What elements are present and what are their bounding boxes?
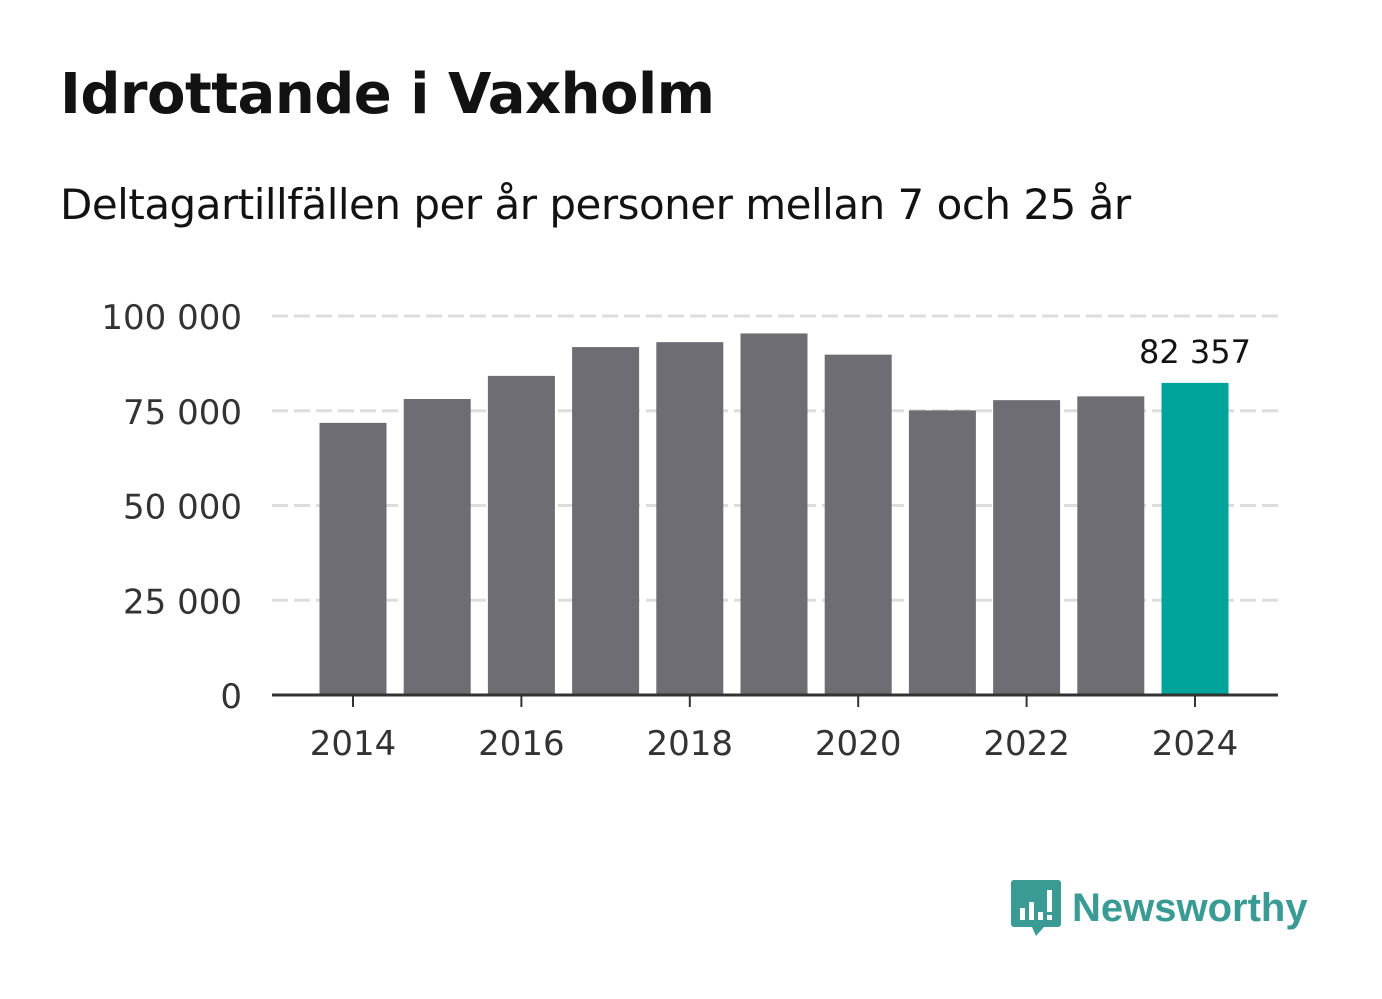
newsworthy-logo-icon bbox=[1011, 880, 1061, 936]
x-tick-label: 2018 bbox=[647, 724, 734, 764]
bar-2021 bbox=[908, 410, 976, 695]
bar-2019 bbox=[740, 333, 808, 695]
brand-name: Newsworthy bbox=[1072, 885, 1308, 930]
x-tick-label: 2020 bbox=[815, 724, 902, 764]
bar-2017 bbox=[572, 347, 640, 695]
x-tick-label: 2014 bbox=[310, 724, 397, 764]
chart-subtitle: Deltagartillfällen per år personer mella… bbox=[60, 180, 1131, 229]
bar-2023 bbox=[1077, 396, 1145, 695]
y-tick-label: 100 000 bbox=[101, 298, 242, 338]
y-tick-label: 50 000 bbox=[123, 488, 242, 528]
bar-2024 bbox=[1161, 382, 1229, 695]
x-tick-label: 2022 bbox=[983, 724, 1070, 764]
bar-2014 bbox=[319, 422, 387, 695]
brand-logo: Newsworthy bbox=[1010, 878, 1308, 938]
x-tick-label: 2024 bbox=[1152, 724, 1239, 764]
bar-2018 bbox=[656, 342, 724, 695]
bar-2015 bbox=[403, 399, 471, 695]
bar-2016 bbox=[487, 375, 555, 695]
bar-2020 bbox=[824, 354, 892, 695]
y-tick-label: 75 000 bbox=[123, 393, 242, 433]
y-tick-label: 25 000 bbox=[123, 582, 242, 622]
y-tick-label: 0 bbox=[220, 677, 242, 717]
x-tick-label: 2016 bbox=[478, 724, 565, 764]
data-label: 82 357 bbox=[1139, 333, 1251, 371]
bar-2022 bbox=[993, 400, 1061, 695]
chart-title: Idrottande i Vaxholm bbox=[60, 62, 715, 127]
